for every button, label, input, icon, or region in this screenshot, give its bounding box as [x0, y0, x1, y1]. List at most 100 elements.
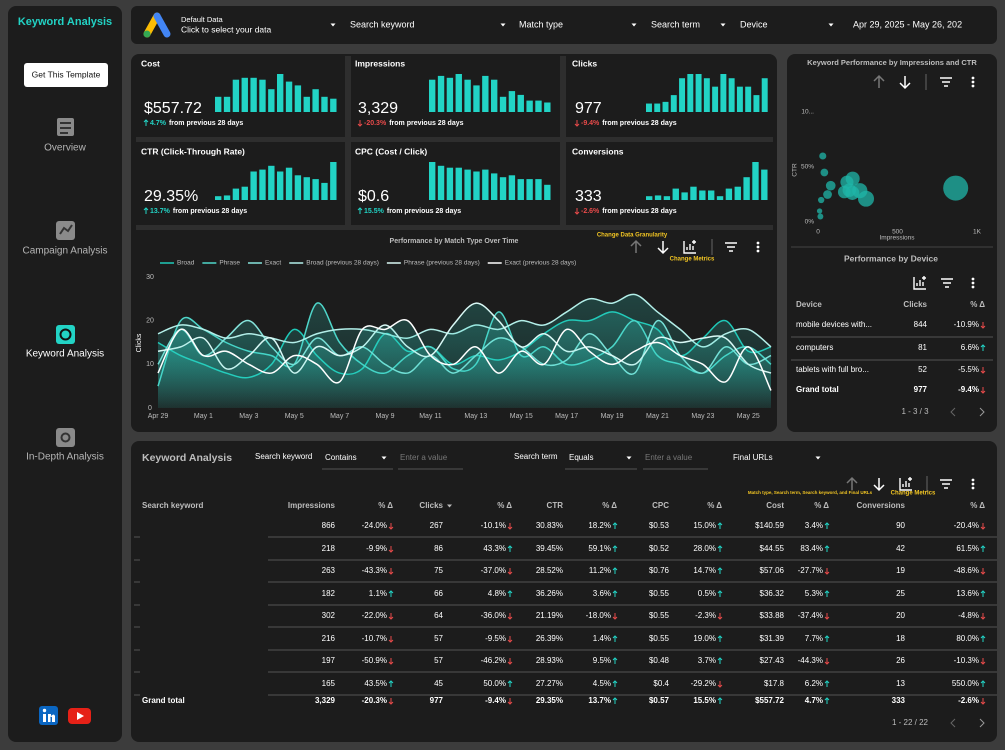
metrics-icon[interactable] — [913, 276, 926, 290]
table-cell: 11.2% — [589, 566, 611, 575]
dropdown-caret[interactable] — [626, 456, 632, 460]
spark-bar — [725, 188, 733, 200]
spark-bar — [268, 89, 275, 112]
spark-bar — [223, 96, 231, 112]
data-source-subtitle[interactable]: Click to select your data — [181, 24, 272, 34]
filter-operator[interactable]: Contains — [325, 453, 357, 462]
filter-dropdown[interactable]: Search keyword — [350, 19, 415, 29]
table-cell: -10.3% — [954, 656, 979, 665]
filter-field: Search keyword — [255, 452, 312, 461]
table-cell: -9.4% — [485, 696, 506, 705]
filter-input[interactable]: Enter a value — [645, 453, 693, 462]
more-icon[interactable] — [756, 245, 760, 249]
more-icon[interactable] — [756, 241, 760, 245]
column-header[interactable]: % Δ — [707, 501, 722, 510]
more-icon[interactable] — [971, 482, 975, 486]
sort-down-icon[interactable] — [657, 241, 669, 255]
column-header[interactable]: CTR — [547, 501, 564, 510]
delta-arrow — [612, 522, 618, 529]
date-range[interactable]: Apr 29, 2025 - May 26, 202 — [853, 19, 962, 29]
column-header[interactable]: % Δ — [602, 501, 617, 510]
dropdown-caret[interactable] — [631, 23, 637, 27]
kpi-value: 977 — [575, 100, 602, 117]
filter-icon[interactable] — [940, 77, 952, 87]
page-next[interactable] — [979, 407, 985, 417]
dropdown-caret[interactable] — [381, 456, 387, 460]
filter-dropdown[interactable]: Device — [740, 19, 768, 29]
filter-operator[interactable]: Equals — [569, 453, 593, 462]
sort-up-icon[interactable] — [630, 239, 642, 253]
nav-item[interactable]: Keyword Analysis — [26, 349, 104, 360]
page-prev[interactable] — [950, 407, 956, 417]
spark-bar — [526, 100, 533, 112]
page-next[interactable] — [979, 718, 985, 728]
table-cell: 26.39% — [536, 634, 563, 643]
social-icons[interactable] — [39, 706, 91, 725]
more-icon[interactable] — [971, 478, 975, 482]
filter-icon[interactable] — [725, 242, 737, 252]
column-header[interactable]: % Δ — [970, 501, 985, 510]
nav-item[interactable]: Campaign Analysis — [22, 246, 107, 257]
table-cell: -10.1% — [481, 521, 506, 530]
table-cell: -10.7% — [362, 634, 387, 643]
column-header[interactable]: Cost — [766, 501, 784, 510]
nav-item[interactable]: In-Depth Analysis — [26, 452, 104, 463]
metrics-icon[interactable] — [683, 240, 696, 254]
filter-dropdown[interactable]: Search term — [651, 19, 700, 29]
more-icon[interactable] — [971, 277, 975, 281]
template-button[interactable] — [24, 63, 108, 87]
filter-icon[interactable] — [940, 479, 952, 489]
kpi-label: Conversions — [572, 146, 624, 156]
page-prev[interactable] — [950, 718, 956, 728]
column-header[interactable]: % Δ — [814, 501, 829, 510]
template-button-label[interactable]: Get This Template — [32, 69, 101, 79]
sort-up-icon[interactable] — [873, 74, 885, 88]
nav-item[interactable]: Overview — [44, 143, 86, 154]
more-icon[interactable] — [971, 486, 975, 490]
table-cell: 216 — [322, 634, 336, 643]
column-header[interactable]: CPC — [652, 501, 669, 510]
x-tick-label: May 13 — [464, 413, 487, 420]
spark-bar — [223, 195, 231, 200]
scatter-point — [819, 152, 827, 160]
table-cell: 866 — [322, 521, 336, 530]
spark-bar — [464, 169, 471, 200]
kpi-value: 29.35% — [144, 188, 198, 205]
filter-icon[interactable] — [941, 278, 953, 288]
more-icon[interactable] — [971, 80, 975, 84]
sort-down-icon[interactable] — [873, 478, 885, 492]
table-cell: 7.7% — [805, 634, 823, 643]
delta-arrow — [980, 658, 986, 665]
delta-arrow — [980, 635, 986, 642]
delta-arrow — [574, 208, 580, 215]
kpi-delta: 15.5% — [364, 208, 385, 215]
kpi-comparison: from previous 28 days — [602, 208, 676, 215]
more-icon[interactable] — [971, 281, 975, 285]
sort-caret — [447, 504, 452, 508]
dropdown-caret[interactable] — [330, 23, 336, 27]
table-cell: 42 — [896, 544, 905, 553]
spark-bar — [303, 177, 310, 200]
column-header[interactable]: % Δ — [497, 501, 512, 510]
dropdown-caret[interactable] — [815, 456, 821, 460]
more-icon[interactable] — [971, 84, 975, 88]
dropdown-caret[interactable] — [720, 23, 726, 27]
column-header[interactable]: Search keyword — [142, 501, 203, 510]
column-header[interactable]: Impressions — [288, 501, 336, 510]
spark-bar — [482, 75, 489, 112]
filter-dropdown[interactable]: Match type — [519, 19, 563, 29]
sort-up-icon[interactable] — [846, 476, 858, 490]
filter-input[interactable]: Enter a value — [400, 453, 448, 462]
more-icon[interactable] — [971, 285, 975, 289]
column-header[interactable]: % Δ — [378, 501, 393, 510]
dimension-dropdown[interactable]: Final URLs — [733, 453, 773, 462]
metrics-icon[interactable] — [899, 477, 912, 491]
more-icon[interactable] — [756, 249, 760, 253]
sort-down-icon[interactable] — [899, 76, 911, 90]
dropdown-caret[interactable] — [500, 23, 506, 27]
column-header[interactable]: Conversions — [857, 501, 906, 510]
spark-bar — [736, 86, 743, 112]
column-header[interactable]: Clicks — [419, 501, 443, 510]
more-icon[interactable] — [971, 76, 975, 80]
dropdown-caret[interactable] — [828, 23, 834, 27]
